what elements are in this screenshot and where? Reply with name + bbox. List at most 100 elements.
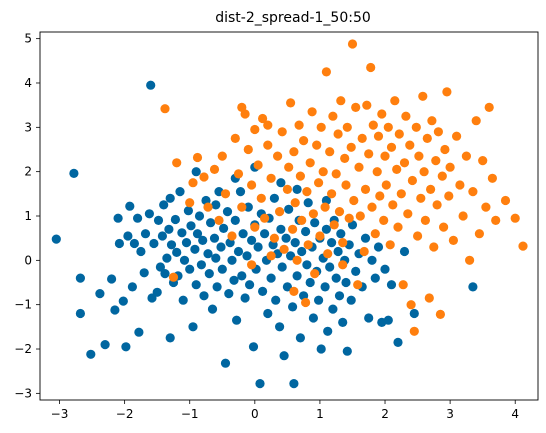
series-2-point-61 — [325, 147, 335, 157]
series-2 — [160, 39, 528, 336]
series-2-point-38 — [288, 224, 298, 234]
series-2-point-134 — [444, 191, 454, 201]
series-1-point-160 — [393, 337, 403, 347]
series-2-point-119 — [419, 167, 429, 177]
series-2-point-1 — [160, 104, 170, 114]
series-2-point-72 — [342, 122, 352, 132]
series-1-point-119 — [302, 260, 312, 270]
series-1-point-89 — [253, 242, 263, 252]
series-1-point-26 — [149, 238, 159, 249]
y-axis: −3 −2 −1 0 1 2 3 4 5 — [14, 32, 40, 400]
series-1-point-6 — [95, 289, 105, 299]
series-2-point-128 — [433, 127, 443, 137]
series-1-point-61 — [207, 304, 218, 314]
series-2-point-77 — [351, 102, 361, 112]
series-1-point-163 — [468, 282, 478, 292]
series-1-point-78 — [235, 187, 246, 197]
series-2-point-136 — [448, 235, 458, 245]
series-2-point-3 — [172, 158, 182, 168]
series-1-point-75 — [230, 215, 240, 225]
series-2-point-54 — [314, 178, 324, 188]
series-1-point-151 — [360, 233, 371, 243]
y-tick-label-6: 3 — [24, 120, 32, 134]
series-2-point-114 — [411, 122, 421, 132]
series-2-point-135 — [445, 162, 455, 172]
series-2-point-151 — [510, 213, 520, 223]
series-1-point-29 — [155, 262, 165, 272]
series-1-point-43 — [178, 295, 188, 305]
series-1-point-38 — [170, 214, 180, 225]
series-2-point-22 — [250, 222, 260, 232]
series-2-point-31 — [273, 151, 283, 161]
series-1-point-157 — [380, 264, 390, 274]
series-2-point-133 — [442, 87, 452, 97]
series-1-point-20 — [136, 246, 146, 257]
series-2-point-76 — [349, 195, 359, 206]
series-2-point-20 — [247, 180, 257, 190]
series-1-point-1 — [51, 234, 61, 244]
series-1-point-144 — [342, 346, 352, 356]
series-2-point-67 — [334, 207, 345, 217]
series-1-point-19 — [134, 327, 144, 337]
series-1-point-59 — [204, 269, 214, 279]
series-2-point-137 — [452, 131, 462, 141]
series-2-point-9 — [209, 164, 220, 174]
series-1-point-16 — [127, 282, 137, 292]
series-2-point-91 — [373, 131, 384, 141]
series-2-point-112 — [407, 175, 417, 186]
series-1-point-84 — [245, 280, 255, 290]
series-2-point-138 — [455, 180, 465, 190]
series-2-point-129 — [435, 309, 445, 319]
series-1-point-130 — [320, 282, 330, 292]
series-2-point-139 — [458, 211, 468, 221]
series-1-point-123 — [308, 313, 318, 323]
series-1-point-168 — [276, 178, 286, 188]
series-1-point-66 — [216, 242, 226, 252]
series-2-point-10 — [214, 215, 224, 225]
series-1-point-86 — [248, 342, 259, 352]
series-2-point-34 — [279, 244, 289, 254]
series-1-point-158 — [383, 315, 393, 325]
series-1-point-13 — [121, 342, 131, 352]
series-1-point-33 — [162, 253, 172, 263]
series-1-point-8 — [107, 274, 117, 284]
series-1-point-69 — [220, 358, 231, 368]
y-tick-label-2: −1 — [14, 298, 32, 312]
series-2-point-41 — [292, 255, 302, 265]
series-1-point-31 — [159, 200, 169, 210]
series-1-point-92 — [258, 286, 268, 296]
series-1-point-161 — [399, 246, 410, 257]
series-1-point-55 — [198, 235, 208, 245]
series-1-point-11 — [114, 238, 124, 249]
series-2-point-60 — [323, 249, 333, 259]
series-2-point-105 — [396, 189, 406, 199]
series-1-point-137 — [331, 273, 341, 283]
series-2-point-45 — [299, 136, 309, 146]
series-1-point-2 — [69, 168, 79, 178]
series-1-point-22 — [140, 229, 151, 239]
series-1-point-42 — [177, 228, 187, 238]
y-tick-label-3: 0 — [24, 253, 32, 267]
series-1-point-90 — [255, 379, 265, 389]
series-2-point-29 — [266, 173, 276, 183]
series-2-point-52 — [310, 269, 320, 279]
series-1-point-4 — [75, 308, 85, 319]
series-1-point-118 — [301, 226, 311, 237]
series-2-point-49 — [305, 158, 315, 168]
series-1-point-56 — [199, 291, 209, 301]
series-1-point-74 — [229, 275, 239, 285]
series-1-point-53 — [194, 211, 205, 221]
x-tick-label-0: −3 — [51, 407, 69, 421]
series-1-point-97 — [266, 273, 276, 283]
series-2-point-51 — [308, 209, 318, 219]
series-2-point-56 — [316, 122, 326, 132]
series-1-point-106 — [281, 233, 291, 243]
series-2-point-73 — [344, 213, 354, 223]
series-2-point-122 — [424, 293, 434, 303]
series-1-point-82 — [242, 251, 252, 261]
x-tick-label-6: 3 — [446, 407, 454, 421]
series-2-point-84 — [362, 100, 372, 110]
series-2-point-156 — [247, 260, 257, 270]
series-2-point-78 — [353, 280, 363, 290]
series-1-point-135 — [328, 304, 338, 314]
